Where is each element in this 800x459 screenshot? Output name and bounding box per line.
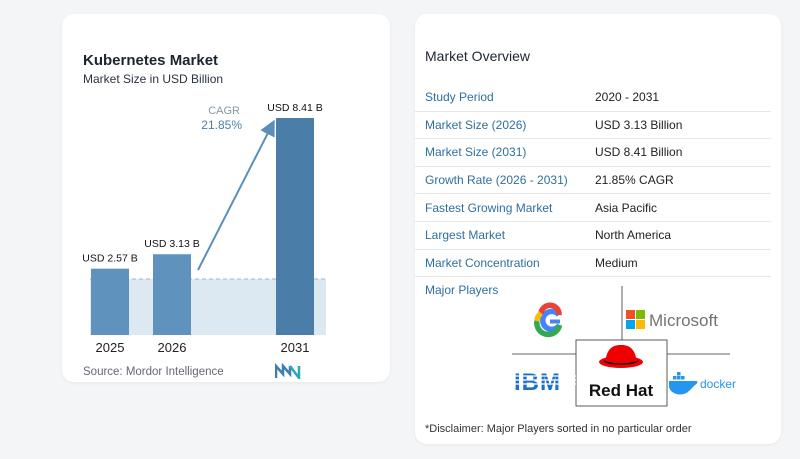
cagr-label: CAGR xyxy=(208,105,240,117)
overview-table: Study Period 2020 - 2031 Market Size (2026… xyxy=(415,84,771,278)
microsoft-wordmark: Microsoft xyxy=(649,311,718,330)
overview-row: Largest Market North America xyxy=(415,221,771,250)
major-players-grid: Microsoft IBM Red Hat docker xyxy=(512,286,736,407)
overview-row-value: 21.85% CAGR xyxy=(595,166,771,195)
docker-wordmark: docker xyxy=(700,377,736,391)
bar-value-label: USD 3.13 B xyxy=(144,238,199,250)
market-overview-panel: Market Overview Study Period 2020 - 2031 M… xyxy=(415,14,781,444)
overview-row-label: Market Size (2031) xyxy=(415,138,595,167)
overview-row-value: North America xyxy=(595,221,771,250)
chart-title: Kubernetes Market xyxy=(83,52,219,69)
x-tick-label: 2026 xyxy=(158,340,187,355)
chart-subtitle: Market Size in USD Billion xyxy=(83,72,224,86)
cagr-arrow xyxy=(197,119,275,271)
overview-row-value: Asia Pacific xyxy=(595,193,771,222)
overview-row-value: Medium xyxy=(595,249,771,278)
bar-2026 xyxy=(153,254,191,335)
google-logo-icon xyxy=(534,302,563,338)
overview-row-value: 2020 - 2031 xyxy=(595,84,771,112)
overview-row-value: USD 8.41 Billion xyxy=(595,138,771,167)
bar-value-label: USD 2.57 B xyxy=(82,253,137,265)
overview-row: Fastest Growing Market Asia Pacific xyxy=(415,193,771,222)
redhat-logo-icon: Red Hat xyxy=(589,345,654,400)
overview-row-value: USD 3.13 Billion xyxy=(595,111,771,140)
chart-card: Kubernetes Market Market Size in USD Bil… xyxy=(62,14,390,382)
overview-row: Market Size (2026) USD 3.13 Billion xyxy=(415,111,771,140)
bar-2025 xyxy=(91,268,129,335)
overview-row: Market Size (2031) USD 8.41 Billion xyxy=(415,138,771,167)
overview-row-label: Study Period xyxy=(415,84,595,112)
overview-row-label: Fastest Growing Market xyxy=(415,193,595,222)
docker-logo-icon: docker xyxy=(669,372,736,395)
overview-row: Study Period 2020 - 2031 xyxy=(415,84,771,112)
major-players-title: Major Players xyxy=(425,283,499,297)
cagr-value: 21.85% xyxy=(201,118,242,132)
overview-row: Growth Rate (2026 - 2031) 21.85% CAGR xyxy=(415,166,771,195)
source-note: Source: Mordor Intelligence xyxy=(83,366,224,378)
overview-row-label: Largest Market xyxy=(415,221,595,250)
ibm-wordmark: IBM xyxy=(514,369,561,396)
x-tick-label: 2025 xyxy=(96,340,125,355)
overview-row-label: Market Size (2026) xyxy=(415,111,595,140)
overview-row-label: Growth Rate (2026 - 2031) xyxy=(415,166,595,195)
overview-row-label: Market Concentration xyxy=(415,249,595,278)
bar-chart: USD 2.57 B 2025 USD 3.13 B 2026 USD 8.41 B 20… xyxy=(82,102,326,355)
bar-value-label: USD 8.41 B xyxy=(267,102,322,114)
disclaimer: *Disclaimer: Major Players sorted in no … xyxy=(425,423,692,435)
overview-title: Market Overview xyxy=(425,48,531,64)
redhat-wordmark: Red Hat xyxy=(589,381,654,400)
microsoft-logo-icon: Microsoft xyxy=(626,310,718,330)
overview-row: Market Concentration Medium xyxy=(415,249,771,278)
bar-2031 xyxy=(276,118,314,335)
mordor-logo-icon xyxy=(275,363,301,379)
ibm-logo-icon: IBM xyxy=(513,369,576,396)
x-tick-label: 2031 xyxy=(281,340,310,355)
